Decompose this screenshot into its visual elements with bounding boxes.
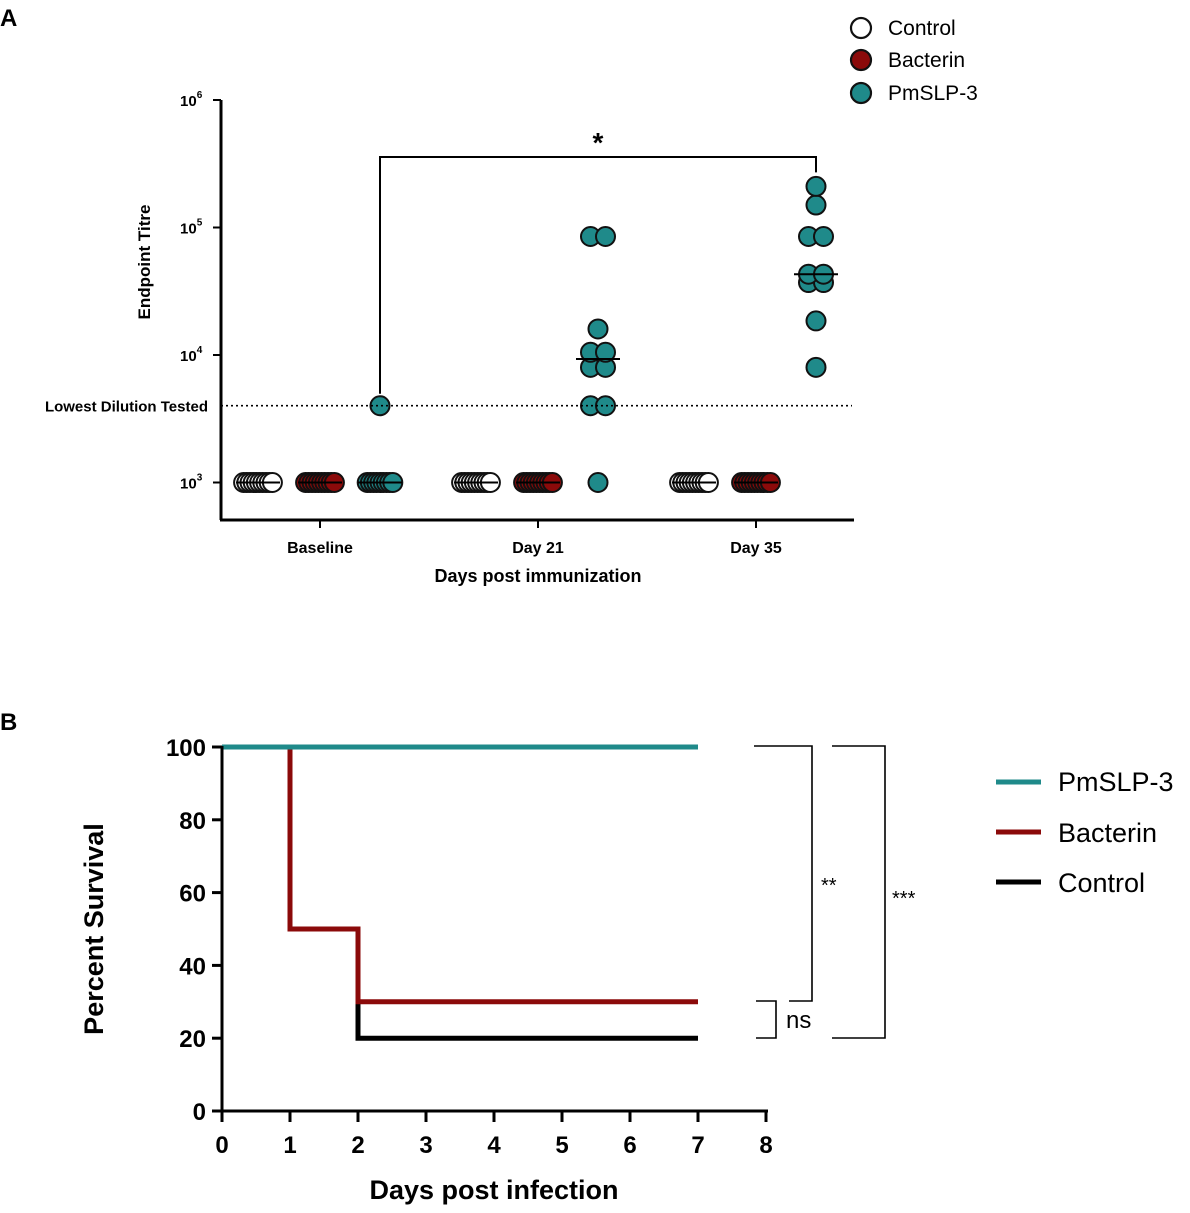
a-data-point	[805, 356, 827, 378]
panel-label-a: A	[0, 5, 17, 32]
bracket-pmslp3-vs-bacterin	[754, 745, 813, 1002]
b-x-tick-label: 6	[623, 1132, 636, 1159]
a-data-point	[813, 225, 834, 247]
a-y-tick-label: 104	[180, 345, 203, 365]
a-data-point	[805, 194, 827, 216]
titre-scatter-plot: 103 104 105 106 Baseline Day 21 Day 35 Lowest…	[45, 90, 854, 586]
b-x-ticks: 0 1 2 3 4 5 6 7 8	[215, 1111, 773, 1159]
b-x-tick-label: 4	[487, 1132, 501, 1159]
legend-b-bacterin-label: Bacterin	[1058, 818, 1157, 848]
significance-bracket	[379, 156, 817, 394]
legend-a-pmslp3-label: PmSLP-3	[888, 82, 978, 105]
legend-a-control-marker	[849, 16, 873, 40]
a-y-tick-label: 106	[180, 90, 203, 110]
legend-b-control-label: Control	[1058, 868, 1145, 898]
a-median-lines	[236, 273, 838, 484]
comparison-label-double-star: **	[821, 875, 837, 897]
a-y-tick-label: 103	[180, 473, 203, 493]
comparison-label-ns: ns	[786, 1007, 811, 1034]
a-data-point	[369, 395, 391, 417]
a-x-tick-label: Baseline	[287, 540, 353, 557]
a-x-tick-label: Day 35	[730, 540, 782, 557]
b-x-tick-label: 0	[215, 1132, 228, 1159]
b-x-tick-label: 3	[419, 1132, 432, 1159]
a-data-point	[587, 318, 609, 340]
a-data-point	[595, 341, 616, 363]
legend-a-pmslp3-marker	[849, 81, 873, 105]
a-y-ticks: 103 104 105 106	[180, 90, 221, 493]
a-x-tick-label: Day 21	[512, 540, 564, 557]
panel-label-b: B	[0, 709, 17, 736]
b-y-tick-label: 20	[179, 1026, 206, 1053]
a-data-point	[587, 472, 609, 493]
b-x-axis-label: Days post infection	[369, 1175, 618, 1205]
legend-a-control-label: Control	[888, 17, 956, 40]
a-legend: Control Bacterin PmSLP-3	[849, 16, 978, 105]
a-y-axis-label: Endpoint Titre	[135, 205, 154, 320]
survival-line-bacterin	[222, 744, 698, 1005]
b-y-tick-label: 100	[166, 735, 206, 762]
b-legend: PmSLP-3 Bacterin Control	[996, 767, 1174, 898]
b-y-tick-label: 80	[179, 808, 206, 835]
legend-b-pmslp3-label: PmSLP-3	[1058, 767, 1174, 797]
a-data-point	[595, 225, 616, 247]
a-data-point	[805, 310, 827, 332]
b-x-tick-label: 5	[555, 1132, 568, 1159]
b-y-axis-label: Percent Survival	[79, 823, 109, 1035]
b-x-tick-label: 1	[283, 1132, 296, 1159]
b-y-tick-label: 60	[179, 881, 206, 908]
a-y-tick-label: 105	[180, 218, 203, 238]
a-x-ticks: Baseline Day 21 Day 35	[287, 520, 782, 557]
b-y-tick-label: 40	[179, 953, 206, 980]
b-x-tick-label: 7	[691, 1132, 704, 1159]
b-x-tick-label: 8	[759, 1132, 772, 1159]
significance-star: *	[593, 127, 604, 158]
b-y-ticks: 0 20 40 60 80 100	[166, 735, 222, 1126]
a-x-axis-label: Days post immunization	[434, 566, 641, 586]
b-y-tick-label: 0	[193, 1099, 206, 1126]
b-survival-lines	[222, 744, 698, 1041]
a-data-point	[805, 175, 827, 197]
legend-a-bacterin-marker	[849, 48, 873, 72]
survival-line-control	[222, 744, 698, 1041]
bracket-bacterin-vs-control	[756, 1000, 777, 1039]
a-data-points	[233, 175, 834, 493]
b-x-tick-label: 2	[351, 1132, 364, 1159]
legend-a-bacterin-label: Bacterin	[888, 49, 965, 72]
bracket-pmslp3-vs-control	[832, 745, 886, 1039]
comparison-label-triple-star: ***	[892, 888, 916, 910]
lowest-dilution-label: Lowest Dilution Tested	[45, 399, 208, 416]
